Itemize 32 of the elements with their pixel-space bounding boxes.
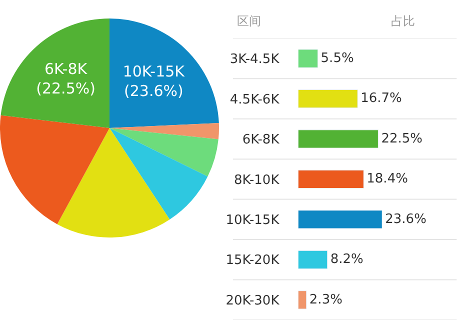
pie-slice <box>110 123 220 140</box>
pie-slice <box>110 128 218 177</box>
y-tick-label: 8K-10K <box>234 172 280 188</box>
data-label: 10K-15K (23.6%) <box>122 62 186 100</box>
data-label: 16.7% <box>360 91 402 106</box>
data-label: 23.6% <box>385 212 426 227</box>
bar <box>298 170 364 188</box>
pie-slice <box>57 128 170 238</box>
data-label: 22.5% <box>381 131 423 146</box>
text: 区间 <box>237 14 261 28</box>
y-tick-label: 6K-8K <box>242 132 280 148</box>
bar <box>298 250 328 269</box>
bar <box>298 89 358 108</box>
y-tick-label: 15K-20K <box>226 253 280 268</box>
bar <box>298 210 382 229</box>
y-tick-label: 3K-4.5K <box>230 52 280 68</box>
data-label: 2.3% <box>309 292 342 308</box>
bar <box>298 49 318 68</box>
data-label: 6K-8K (22.5%) <box>36 60 96 98</box>
pie-slice <box>0 18 110 128</box>
bar <box>298 130 378 148</box>
y-tick-label: 20K-30K <box>226 293 280 308</box>
pie-slice <box>110 128 208 220</box>
y-tick-label: 10K-15K <box>226 212 280 228</box>
pie-slice <box>0 115 110 224</box>
data-label: 8.2% <box>330 252 364 268</box>
y-tick-label: 4.5K-6K <box>230 92 280 108</box>
bar <box>298 290 307 310</box>
pie-slice <box>110 18 219 128</box>
data-label: 18.4% <box>366 172 408 187</box>
data-label: 5.5% <box>320 51 354 66</box>
text: 占比 <box>391 14 415 28</box>
